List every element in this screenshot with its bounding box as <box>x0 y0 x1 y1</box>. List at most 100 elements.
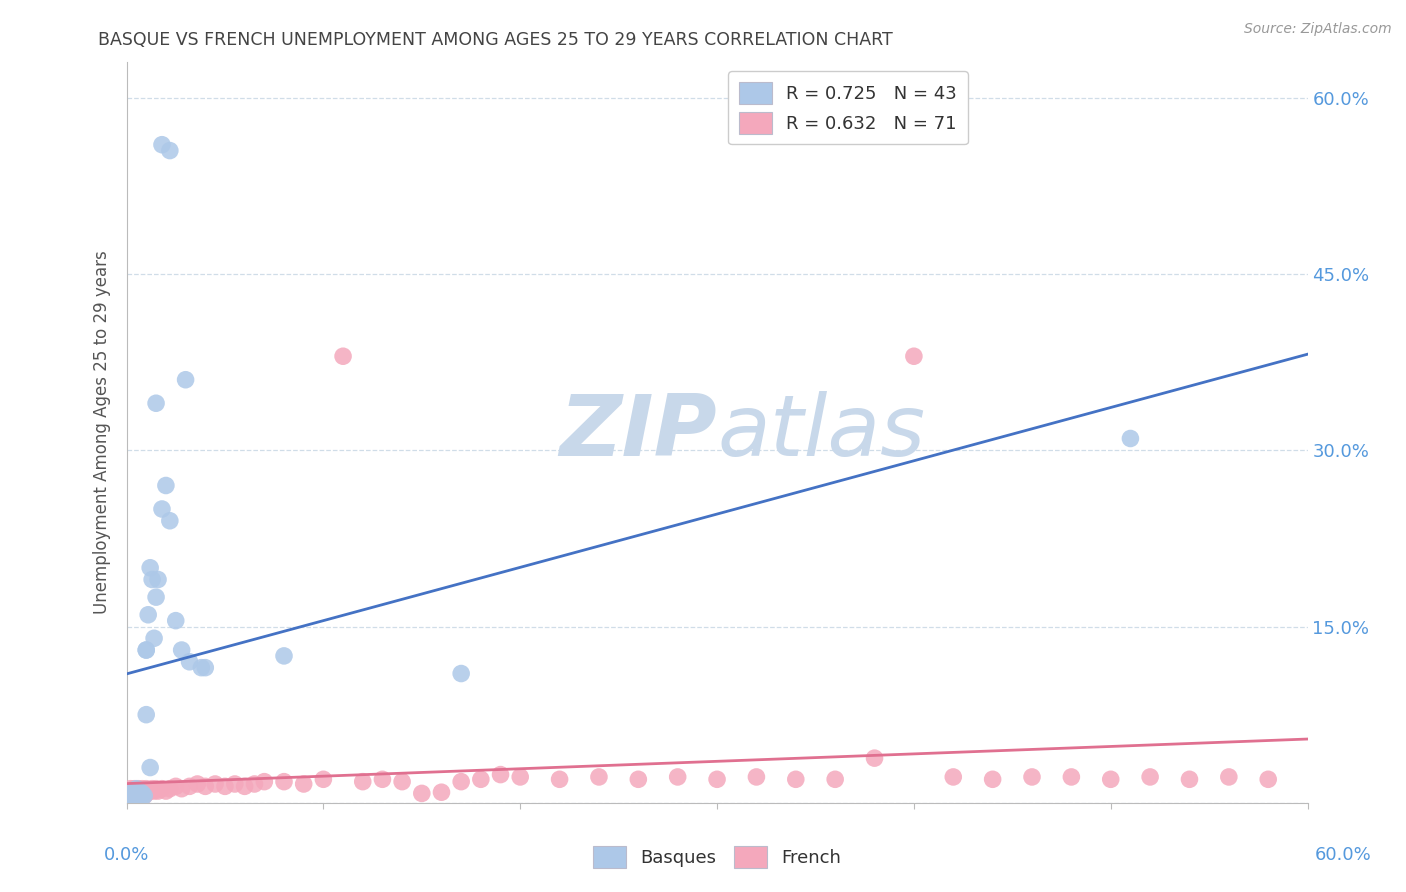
Point <box>332 349 354 363</box>
Text: Source: ZipAtlas.com: Source: ZipAtlas.com <box>1244 22 1392 37</box>
Point <box>179 655 201 669</box>
Point <box>170 781 193 796</box>
Point <box>170 643 193 657</box>
Point <box>121 791 143 805</box>
Point <box>411 786 433 800</box>
Point <box>129 789 152 803</box>
Point <box>391 774 413 789</box>
Point <box>1021 770 1043 784</box>
Text: ZIP: ZIP <box>560 391 717 475</box>
Point <box>190 660 212 674</box>
Point <box>352 774 374 789</box>
Point <box>981 772 1004 787</box>
Point <box>863 751 886 765</box>
Point <box>129 785 152 799</box>
Point <box>124 781 146 796</box>
Point <box>141 573 163 587</box>
Point <box>120 788 142 802</box>
Point <box>136 607 159 622</box>
Point <box>1139 770 1161 784</box>
Point <box>135 643 157 657</box>
Point <box>159 781 181 796</box>
Point <box>194 780 217 794</box>
Text: 0.0%: 0.0% <box>104 846 149 863</box>
Point <box>124 786 146 800</box>
Point <box>139 760 162 774</box>
Point <box>273 648 295 663</box>
Point <box>121 784 143 798</box>
Point <box>129 784 152 798</box>
Point <box>125 781 148 796</box>
Point <box>125 789 148 803</box>
Point <box>127 786 149 800</box>
Point <box>150 137 173 152</box>
Point <box>824 772 846 787</box>
Point <box>117 789 139 804</box>
Point <box>627 772 650 787</box>
Point <box>450 666 472 681</box>
Text: 60.0%: 60.0% <box>1315 846 1371 863</box>
Point <box>903 349 925 363</box>
Point <box>243 777 266 791</box>
Point <box>143 632 166 646</box>
Point <box>117 784 139 798</box>
Point <box>136 784 159 798</box>
Point <box>125 788 148 802</box>
Point <box>489 767 512 781</box>
Point <box>146 573 169 587</box>
Point <box>131 786 153 800</box>
Point <box>150 781 173 796</box>
Point <box>134 784 156 798</box>
Point <box>139 784 162 798</box>
Point <box>159 144 181 158</box>
Point <box>186 777 208 791</box>
Point <box>1178 772 1201 787</box>
Point <box>135 643 157 657</box>
Point <box>292 777 315 791</box>
Point <box>131 781 153 796</box>
Point <box>129 786 152 800</box>
Point <box>194 660 217 674</box>
Point <box>145 396 167 410</box>
Point <box>745 770 768 784</box>
Point <box>430 785 453 799</box>
Point <box>120 786 142 800</box>
Point <box>131 789 153 804</box>
Point <box>125 791 148 805</box>
Point <box>179 780 201 794</box>
Text: BASQUE VS FRENCH UNEMPLOYMENT AMONG AGES 25 TO 29 YEARS CORRELATION CHART: BASQUE VS FRENCH UNEMPLOYMENT AMONG AGES… <box>98 31 893 49</box>
Point <box>224 777 246 791</box>
Point <box>1119 432 1142 446</box>
Point <box>1218 770 1240 784</box>
Point <box>548 772 571 787</box>
Point <box>141 781 163 796</box>
Point <box>135 707 157 722</box>
Point <box>165 614 187 628</box>
Y-axis label: Unemployment Among Ages 25 to 29 years: Unemployment Among Ages 25 to 29 years <box>93 251 111 615</box>
Point <box>124 789 146 804</box>
Point <box>706 772 728 787</box>
Point <box>509 770 531 784</box>
Point <box>312 772 335 787</box>
Point <box>155 478 177 492</box>
Point <box>135 786 157 800</box>
Point <box>139 561 162 575</box>
Point <box>120 781 142 796</box>
Point <box>785 772 807 787</box>
Point <box>121 789 143 803</box>
Point <box>1099 772 1122 787</box>
Point <box>131 786 153 800</box>
Point <box>1257 772 1279 787</box>
Legend: Basques, French: Basques, French <box>586 838 848 875</box>
Point <box>273 774 295 789</box>
Point <box>145 590 167 604</box>
Point <box>204 777 226 791</box>
Point <box>145 781 167 796</box>
Point <box>159 514 181 528</box>
Point <box>125 784 148 798</box>
Point <box>470 772 492 787</box>
Point <box>588 770 610 784</box>
Point <box>214 780 236 794</box>
Point <box>253 774 276 789</box>
Point <box>127 784 149 798</box>
